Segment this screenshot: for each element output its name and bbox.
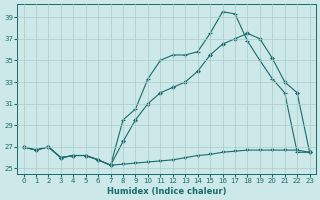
X-axis label: Humidex (Indice chaleur): Humidex (Indice chaleur) [107, 187, 226, 196]
